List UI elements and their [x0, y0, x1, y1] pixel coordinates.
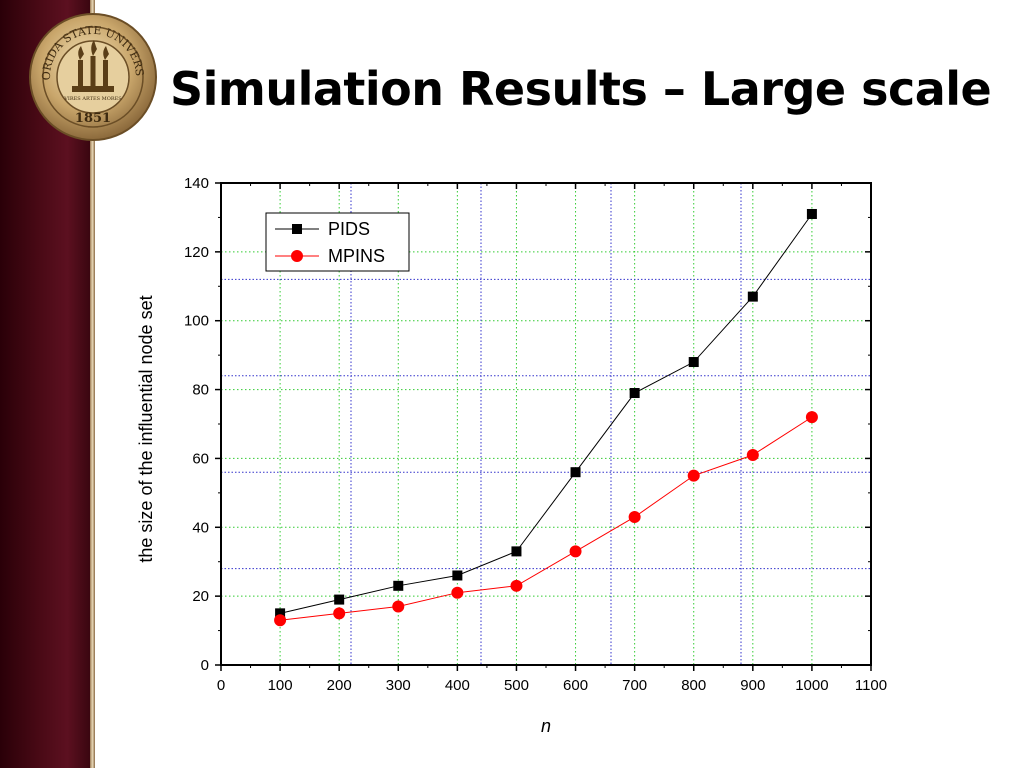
- y-axis-label: the size of the influential node set: [136, 295, 156, 562]
- data-point-pids: [334, 594, 345, 605]
- line-chart: 0 100 200 300 400 500 600 700 800 900 1000 1100 0 20 4…: [136, 175, 887, 736]
- legend-marker-pids: [292, 224, 302, 234]
- x-tick-label: 900: [740, 677, 765, 694]
- series-line-pids: [279, 213, 813, 614]
- data-point-pids: [511, 546, 522, 557]
- y-tick-label: 20: [192, 588, 209, 605]
- torch-icon: [72, 40, 114, 92]
- data-point-pids: [629, 388, 640, 399]
- data-point-mpins: [569, 545, 582, 558]
- data-point-mpins: [628, 510, 641, 523]
- seal-year: 1851: [75, 111, 111, 126]
- data-point-pids: [452, 570, 463, 581]
- x-tick-label: 200: [327, 677, 352, 694]
- data-point-pids: [806, 208, 817, 219]
- x-tick-label: 800: [681, 677, 706, 694]
- axes: 0 100 200 300 400 500 600 700 800 900 1000 1100 0 20 4…: [184, 175, 887, 694]
- x-tick-label: 100: [268, 677, 293, 694]
- y-tick-label: 60: [192, 450, 209, 467]
- data-point-mpins: [451, 586, 464, 599]
- x-tick-label: 1100: [855, 677, 887, 694]
- x-tick-label: 0: [217, 677, 225, 694]
- y-tick-label: 140: [184, 175, 209, 192]
- slide-title: Simulation Results – Large scale: [170, 62, 992, 116]
- data-point-pids: [747, 291, 758, 302]
- legend-marker-mpins: [291, 250, 303, 262]
- y-tick-label: 100: [184, 313, 209, 330]
- y-tick-label: 40: [192, 519, 209, 536]
- legend: PIDS MPINS: [265, 212, 410, 272]
- data-point-mpins: [274, 614, 287, 627]
- sidebar-gold-edge: [90, 0, 95, 768]
- data-point-pids: [570, 467, 581, 478]
- series: [274, 208, 818, 627]
- data-point-mpins: [510, 579, 523, 592]
- data-point-pids: [275, 608, 286, 619]
- legend-label-pids: PIDS: [328, 219, 370, 239]
- university-seal-logo: FLORIDA STATE UNIVERSITY VIRES ARTES MOR…: [28, 12, 157, 141]
- data-point-pids: [393, 580, 404, 591]
- data-point-pids: [688, 357, 699, 368]
- legend-label-mpins: MPINS: [328, 246, 385, 266]
- x-tick-label: 500: [504, 677, 529, 694]
- x-tick-label: 300: [386, 677, 411, 694]
- legend-box: [265, 212, 410, 272]
- x-tick-label: 700: [622, 677, 647, 694]
- y-tick-label: 120: [184, 244, 209, 261]
- seal-motto: VIRES ARTES MORES: [63, 96, 122, 102]
- data-point-mpins: [805, 411, 818, 424]
- data-point-mpins: [746, 448, 759, 461]
- data-point-mpins: [687, 469, 700, 482]
- y-tick-label: 0: [201, 657, 209, 674]
- data-point-mpins: [333, 607, 346, 620]
- x-tick-label: 1000: [795, 677, 828, 694]
- y-tick-label: 80: [192, 382, 209, 399]
- x-axis-label: n: [541, 716, 551, 736]
- series-line-mpins: [280, 416, 813, 621]
- x-tick-label: 400: [445, 677, 470, 694]
- data-point-mpins: [392, 600, 405, 613]
- x-tick-label: 600: [563, 677, 588, 694]
